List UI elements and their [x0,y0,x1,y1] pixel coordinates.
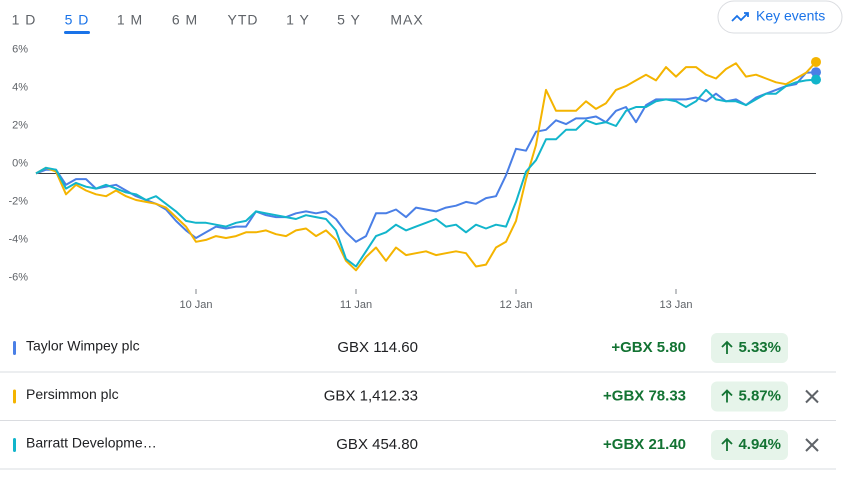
range-tab[interactable]: 1 D [12,12,37,28]
remove-button[interactable] [805,438,819,452]
percent: 5.87% [738,387,781,404]
range-tab[interactable]: 5 Y [337,12,361,28]
y-tick-label: -4% [8,233,28,245]
x-tick-label: 13 Jan [659,299,692,311]
change: +GBX 21.40 [603,436,686,453]
end-dot [811,56,821,67]
x-tick-label: 10 Jan [179,299,212,311]
end-dot [811,67,821,78]
percent-chip [711,381,788,412]
price: GBX 454.80 [336,436,418,453]
comparison-table: Taylor Wimpey plc GBX 114.60 +GBX 5.80 5.33… [0,333,836,470]
percent-chip [711,430,788,460]
series-swatch [13,389,16,404]
change: +GBX 78.33 [603,387,686,404]
series-swatch [13,341,16,355]
remove-button[interactable] [805,389,819,404]
y-tick-label: 2% [12,119,28,131]
key-events-label[interactable]: Key events [756,8,825,24]
y-tick-label: -6% [8,271,28,283]
series-swatch [13,438,16,452]
price: GBX 1,412.33 [324,387,418,404]
up-arrow [721,437,733,451]
x-tick-label: 11 Jan [340,299,372,311]
trend-icon [731,12,749,22]
y-tick-label: -2% [8,195,28,207]
button-frame[interactable] [717,0,843,34]
series-name[interactable]: Barratt Developme… [26,435,157,451]
series-line [35,71,817,243]
series-name[interactable]: Taylor Wimpey plc [26,338,140,354]
range-tab[interactable]: 1 M [117,12,143,28]
y-tick-label: 4% [12,81,28,93]
percent: 5.33% [738,339,781,356]
series-name[interactable]: Persimmon plc [26,386,119,402]
range-tab[interactable]: 6 M [172,12,198,28]
range-tab[interactable]: 5 D [65,12,90,28]
percent: 4.94% [738,436,781,453]
range-tab[interactable]: MAX [390,12,423,28]
plot: -6% -4% -2% 0% 2% 4% 6% 10 Jan 11 Jan 12 Jan 13 Ja… [8,43,821,311]
y-tick-label: 0% [12,157,28,169]
tab-underline [64,31,90,34]
up-arrow [721,340,733,354]
series-line [35,61,817,272]
range-tab[interactable]: 1 Y [286,12,310,28]
range-tabs: 1 D 5 D 1 M 6 M YTD 1 Y 5 Y MAX [12,12,423,34]
y-tick-label: 6% [12,43,28,55]
series-line [35,78,817,268]
price: GBX 114.60 [337,339,418,356]
change: +GBX 5.80 [611,339,686,356]
range-tab[interactable]: YTD [228,12,259,28]
up-arrow [721,389,733,403]
x-tick-label: 12 Jan [499,299,532,311]
percent-chip [711,333,788,363]
end-dot [811,74,821,85]
key-events-button[interactable]: Key events [717,0,843,34]
